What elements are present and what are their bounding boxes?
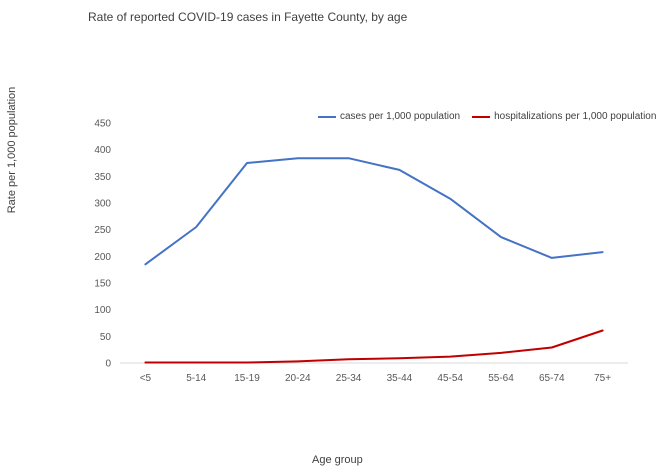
y-tick-label: 450 <box>94 119 111 130</box>
x-tick-label: 25-34 <box>336 373 362 384</box>
x-tick-label: 55-64 <box>488 373 514 384</box>
legend-swatch-hospitalizations <box>472 115 491 118</box>
legend: cases per 1,000 population hospitalizati… <box>318 111 656 122</box>
y-tick-label: 100 <box>94 305 111 316</box>
legend-item-cases: cases per 1,000 population <box>318 111 460 122</box>
y-tick-label: 50 <box>100 332 112 343</box>
x-tick-label: <5 <box>140 373 152 384</box>
x-tick-label: 75+ <box>594 373 611 384</box>
legend-swatch-cases <box>318 115 336 118</box>
series-layer <box>144 157 604 364</box>
x-tick-label: 65-74 <box>539 373 565 384</box>
y-tick-label: 250 <box>94 225 111 236</box>
x-tick-label: 35-44 <box>387 373 413 384</box>
y-tick-label: 350 <box>94 172 111 183</box>
chart-title: Rate of reported COVID-19 cases in Fayet… <box>88 10 408 24</box>
series-line-cases <box>144 157 604 266</box>
y-tick-label: 0 <box>105 359 111 370</box>
legend-label-hospitalizations: hospitalizations per 1,000 population <box>494 111 657 122</box>
x-tick-label: 5-14 <box>186 373 206 384</box>
y-tick-label: 300 <box>94 199 111 210</box>
y-tick-label: 400 <box>94 145 111 156</box>
y-tick-label: 200 <box>94 252 111 263</box>
x-tick-label: 15-19 <box>234 373 260 384</box>
y-tick-label: 150 <box>94 279 111 290</box>
series-line-hospitalizations <box>144 329 604 364</box>
y-axis-label: Rate per 1,000 population <box>6 86 18 214</box>
legend-item-hospitalizations: hospitalizations per 1,000 population <box>472 111 656 122</box>
axis-layer: 0 50 100 150 200 250 300 350 400 450 <5 5-14 15-19 20… <box>94 119 628 384</box>
x-tick-label: 20-24 <box>285 373 311 384</box>
x-tick-label: 45-54 <box>437 373 463 384</box>
legend-label-cases: cases per 1,000 population <box>340 111 461 122</box>
x-axis-label: Age group <box>312 454 363 466</box>
